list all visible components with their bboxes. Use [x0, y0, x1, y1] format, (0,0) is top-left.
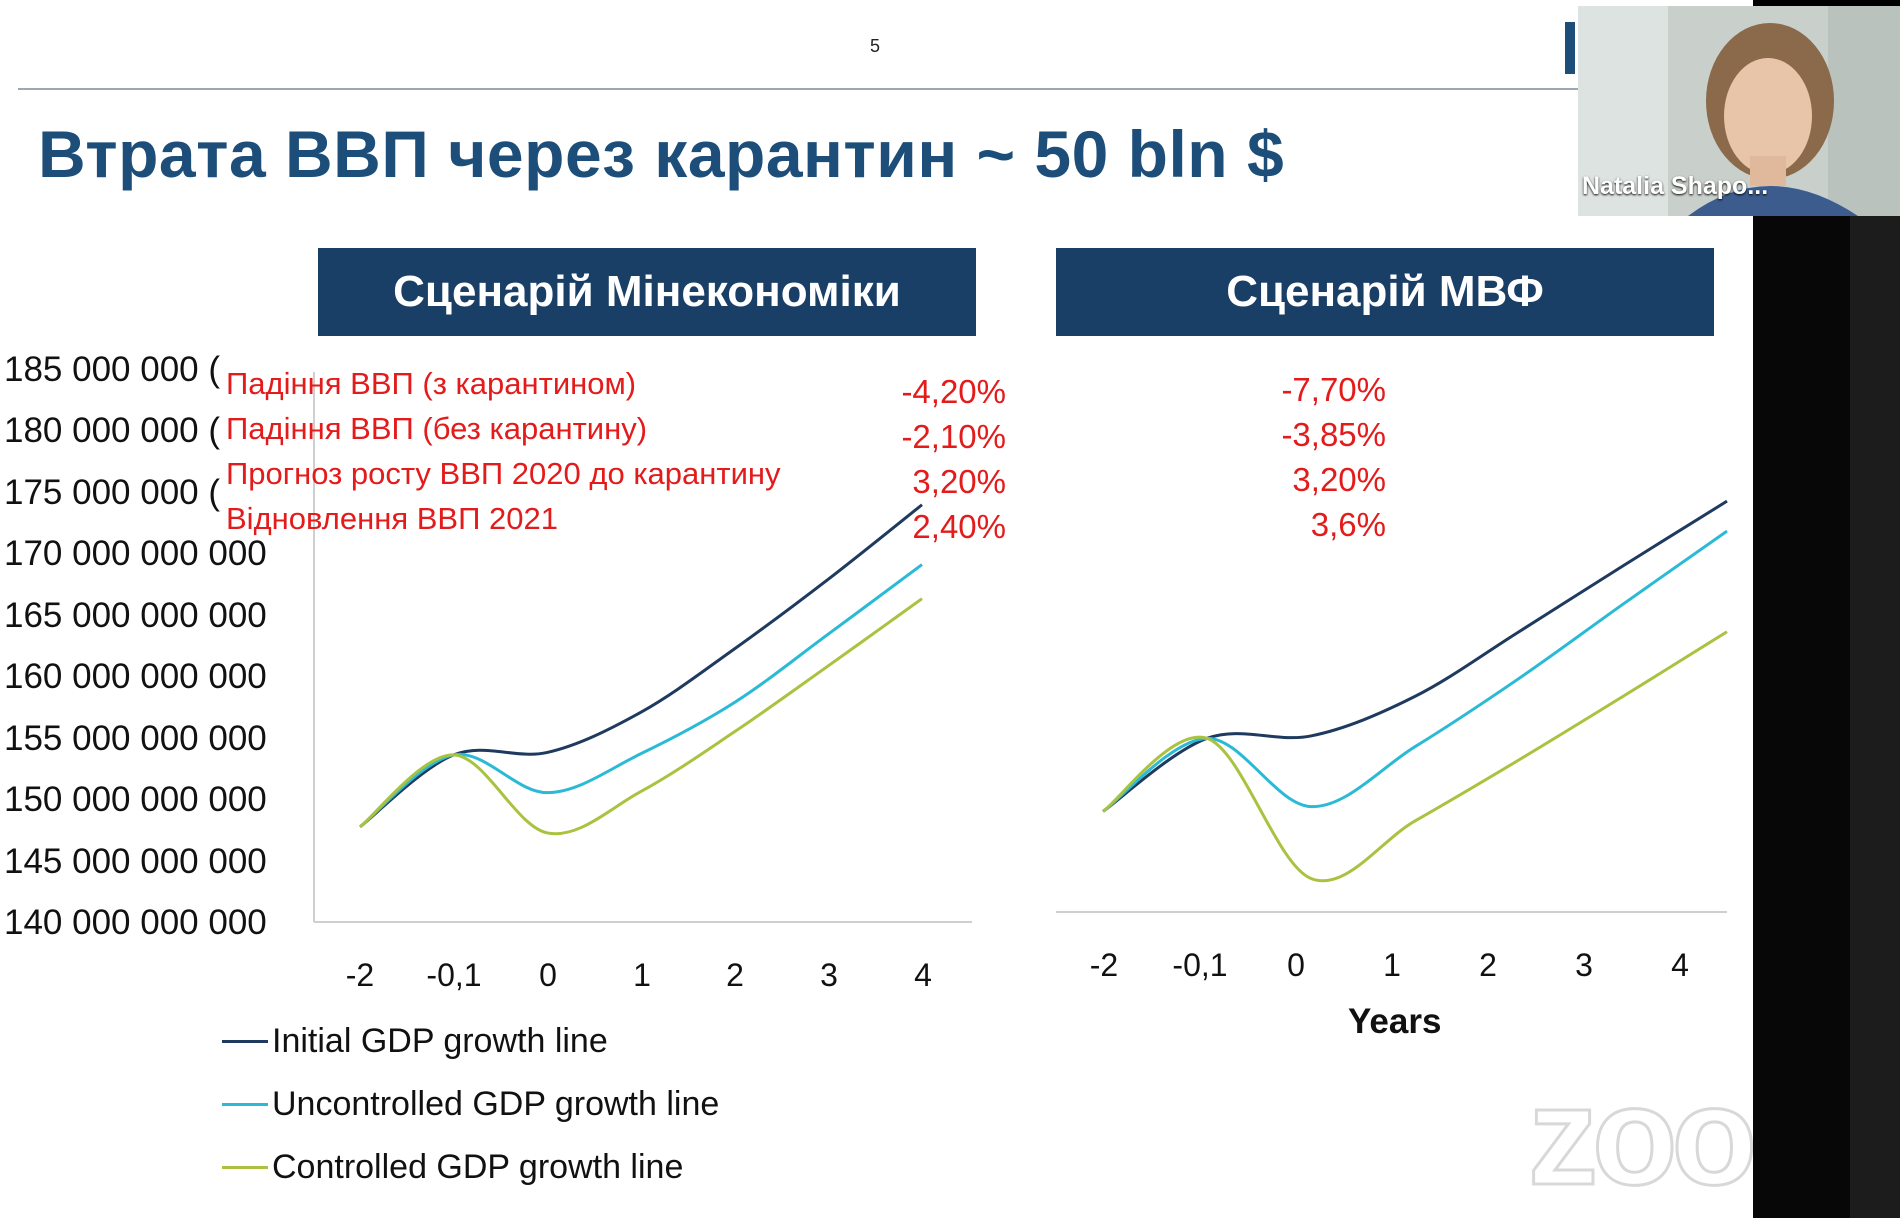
y-tick-label: 170 000 000 000 — [4, 534, 267, 573]
legend-label: Initial GDP growth line — [272, 1022, 608, 1060]
y-tick-label: 145 000 000 000 — [4, 842, 267, 881]
annotation-value-left: 2,40% — [912, 508, 1006, 545]
y-tick-label: 185 000 000 ( — [4, 350, 221, 389]
legend-item-initial: Initial GDP growth line — [222, 1022, 608, 1061]
x-tick-label: 3 — [820, 957, 838, 993]
y-tick-label: 175 000 000 ( — [4, 473, 221, 512]
gdp-charts — [313, 372, 1728, 923]
annotation-value-right: -7,70% — [1281, 371, 1386, 408]
annotation-label: Прогноз росту ВВП 2020 до карантину — [226, 456, 781, 491]
y-tick-label: 140 000 000 000 — [4, 903, 267, 942]
x-tick-label: -2 — [345, 957, 375, 993]
x-tick-label: 3 — [1575, 947, 1593, 983]
legend-swatch — [222, 1040, 268, 1043]
participant-video[interactable] — [1578, 6, 1900, 216]
scenario-header-left: Сценарій Мінекономіки — [318, 248, 976, 336]
x-tick-label: 4 — [914, 957, 932, 993]
x-tick-label: 1 — [1383, 947, 1401, 983]
annotation-label: Відновлення ВВП 2021 — [226, 501, 558, 536]
annotation-value-right: 3,20% — [1292, 461, 1386, 498]
header-rule — [18, 88, 1578, 90]
y-tick-label: 155 000 000 000 — [4, 719, 267, 758]
dark-side-panel-edge — [1850, 216, 1900, 1218]
legend-item-controlled: Controlled GDP growth line — [222, 1148, 683, 1187]
y-tick-label: 160 000 000 000 — [4, 657, 267, 696]
logo-fragment — [1565, 22, 1575, 74]
legend-label: Controlled GDP growth line — [272, 1148, 684, 1186]
legend-swatch — [222, 1103, 268, 1106]
x-tick-label: -0,1 — [1172, 947, 1228, 983]
x-tick-label: 1 — [633, 957, 651, 993]
scenario-header-right: Сценарій МВФ — [1056, 248, 1714, 336]
page-number: 5 — [870, 36, 881, 56]
series-line-initial — [1102, 499, 1728, 813]
series-line-initial — [359, 503, 923, 829]
x-axis-label: Years — [1348, 1002, 1442, 1041]
y-tick-label: 150 000 000 000 — [4, 780, 267, 819]
x-tick-label: 4 — [1671, 947, 1689, 983]
x-tick-label: 0 — [1287, 947, 1305, 983]
series-line-uncontrolled — [359, 563, 923, 829]
x-tick-label: 0 — [539, 957, 557, 993]
annotation-value-left: 3,20% — [912, 463, 1006, 500]
annotation-label: Падіння ВВП (з карантином) — [226, 366, 637, 401]
annotation-value-right: 3,6% — [1310, 506, 1386, 543]
slide-title: Втрата ВВП через карантин ~ 50 bln $ — [38, 117, 1285, 191]
series-line-uncontrolled — [1102, 529, 1728, 813]
annotation-value-left: -4,20% — [901, 373, 1006, 410]
x-tick-label: 2 — [1479, 947, 1497, 983]
participant-name: Natalia Shapo... — [1582, 172, 1769, 200]
series-line-controlled — [1102, 630, 1728, 883]
y-tick-label: 165 000 000 000 — [4, 596, 267, 635]
series-line-controlled — [359, 597, 923, 836]
y-tick-label: 180 000 000 ( — [4, 411, 221, 450]
annotation-label: Падіння ВВП (без карантину) — [226, 411, 648, 446]
annotation-value-left: -2,10% — [901, 418, 1006, 455]
x-tick-label: -0,1 — [426, 957, 482, 993]
legend-swatch — [222, 1166, 268, 1169]
annotation-value-right: -3,85% — [1281, 416, 1386, 453]
legend-item-uncontrolled: Uncontrolled GDP growth line — [222, 1085, 719, 1124]
x-tick-label: -2 — [1089, 947, 1119, 983]
x-tick-label: 2 — [726, 957, 744, 993]
participant-avatar-icon — [1578, 6, 1900, 216]
legend-label: Uncontrolled GDP growth line — [272, 1085, 720, 1123]
